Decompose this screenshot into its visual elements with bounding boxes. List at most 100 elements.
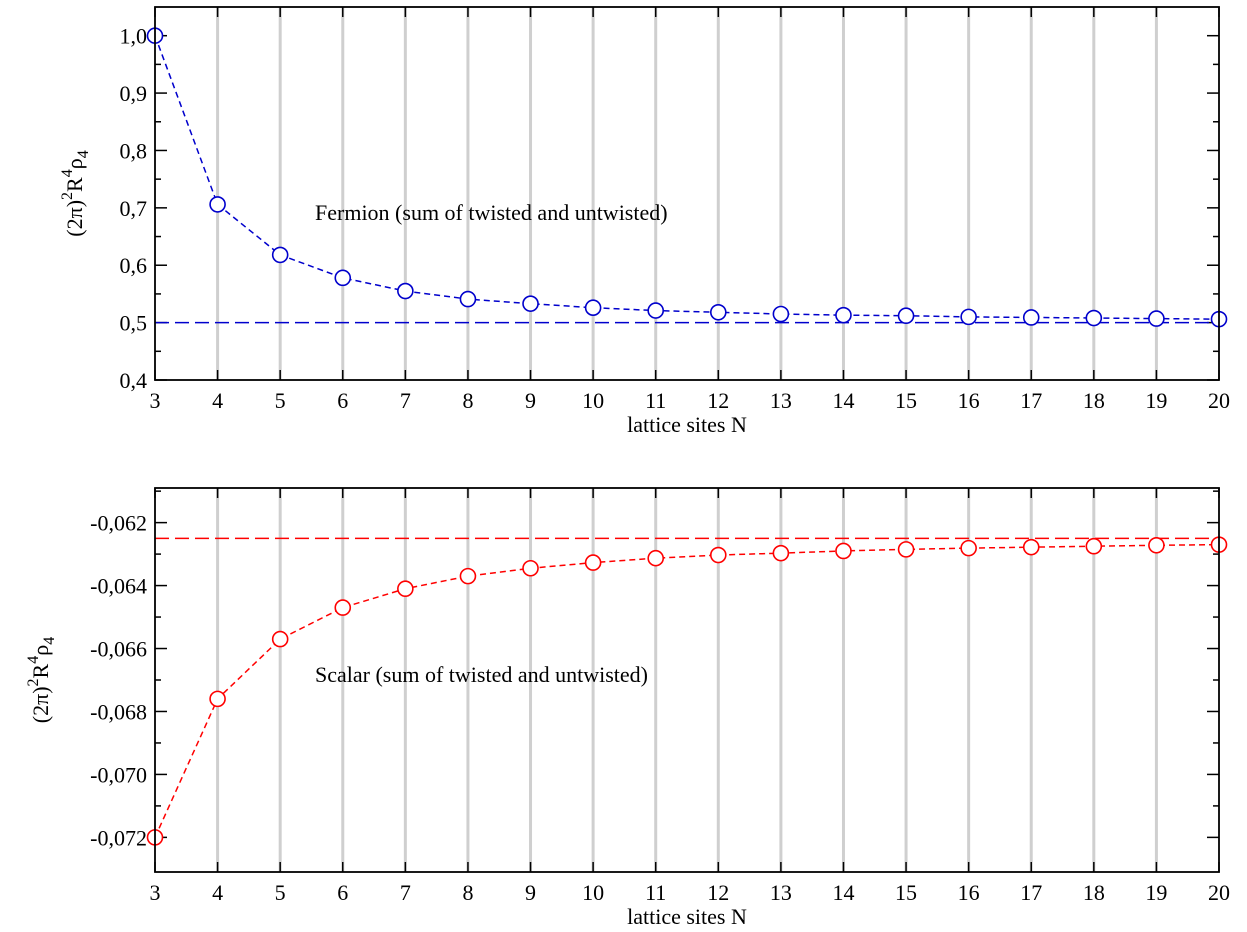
y-label-sup2: 4 [59,169,76,177]
data-point [648,551,663,566]
data-point [711,548,726,563]
series-annotation: Fermion (sum of twisted and untwisted) [315,200,668,225]
y-tick-label: -0,062 [90,511,147,536]
data-point [836,308,851,323]
y-label-base: (2π) [62,200,87,237]
x-tick-label: 5 [275,388,286,413]
data-point [1024,310,1039,325]
y-axis-label: (2π)2R4ρ4 [25,637,58,723]
data-point [398,284,413,299]
series-line [155,36,1219,319]
x-tick-label: 15 [895,388,917,413]
data-point [398,581,413,596]
y-label-rho: ρ [28,645,53,656]
data-point [460,569,475,584]
data-point [899,542,914,557]
y-label-base: (2π) [28,686,53,723]
data-point [961,541,976,556]
data-point [273,632,288,647]
y-tick-label: -0,068 [90,699,147,724]
x-tick-label: 19 [1145,880,1167,905]
data-point [773,307,788,322]
x-tick-label: 7 [400,388,411,413]
x-tick-label: 13 [770,880,792,905]
x-tick-label: 4 [212,880,223,905]
x-tick-label: 3 [150,388,161,413]
x-tick-label: 16 [958,388,980,413]
fermion-panel: 3 4 5 6 7 8 9 10 11 12 13 14 15 16 17 18 19 20 0,4 0,5 0,6 0,… [59,7,1230,437]
x-tick-label: 9 [525,880,536,905]
x-tick-label: 14 [832,388,854,413]
data-point [210,691,225,706]
data-point [1086,311,1101,326]
y-tick-label: 0,9 [120,81,148,106]
x-tick-label: 13 [770,388,792,413]
data-point [1024,540,1039,555]
scalar-panel: 3 4 5 6 7 8 9 10 11 12 13 14 15 16 17 18 19 20 -0,072 -0,07… [25,488,1230,929]
x-tick-label: 6 [337,388,348,413]
x-tick-label: 8 [462,388,473,413]
y-tick-label: -0,064 [90,574,147,599]
data-point [836,543,851,558]
x-tick-label: 8 [462,880,473,905]
x-tick-label: 10 [582,388,604,413]
y-tick-label: 0,4 [120,368,148,393]
data-point [1149,538,1164,553]
y-tick-label: -0,066 [90,637,147,662]
x-tick-label: 20 [1208,880,1230,905]
x-axis-label: lattice sites N [627,412,747,437]
x-tick-label: 15 [895,880,917,905]
x-tick-label: 5 [275,880,286,905]
data-point [523,561,538,576]
x-tick-label: 19 [1145,388,1167,413]
y-tick-label: 1,0 [120,24,148,49]
y-label-sub: 4 [41,637,58,645]
y-tick-label: 0,5 [120,311,148,336]
y-axis-label: (2π)2R4ρ4 [59,150,92,236]
data-point [210,197,225,212]
y-label-rho: ρ [62,158,87,169]
y-label-sup1: 2 [25,678,42,686]
x-tick-label: 16 [958,880,980,905]
x-tick-label: 6 [337,880,348,905]
x-tick-label: 12 [707,880,729,905]
y-tick-label: -0,070 [90,762,147,787]
y-label-mid: R [28,663,53,678]
data-point [335,270,350,285]
x-tick-label: 14 [832,880,854,905]
y-tick-label: 0,8 [120,138,148,163]
y-label-sup1: 2 [59,192,76,200]
x-tick-label: 10 [582,880,604,905]
data-point [523,296,538,311]
x-tick-label: 4 [212,388,223,413]
data-point [711,305,726,320]
data-point [586,555,601,570]
plot-frame [155,7,1219,380]
y-tick-label: 0,6 [120,253,148,278]
y-label-mid: R [62,177,87,192]
x-tick-label: 17 [1020,880,1042,905]
series-line [155,545,1219,838]
x-tick-label: 17 [1020,388,1042,413]
y-tick-label: 0,7 [120,196,148,221]
y-label-sub: 4 [75,150,92,158]
data-point [961,309,976,324]
y-tick-label: -0,072 [90,825,147,850]
x-tick-label: 11 [645,880,666,905]
data-point [335,600,350,615]
y-label-sup2: 4 [25,656,42,664]
x-tick-label: 12 [707,388,729,413]
data-point [648,303,663,318]
series-annotation: Scalar (sum of twisted and untwisted) [315,662,648,687]
data-point [1086,539,1101,554]
x-tick-label: 20 [1208,388,1230,413]
x-tick-label: 11 [645,388,666,413]
data-point [899,308,914,323]
x-axis-label: lattice sites N [627,904,747,929]
x-tick-label: 7 [400,880,411,905]
data-point [586,300,601,315]
data-point [1149,311,1164,326]
x-tick-label: 18 [1083,388,1105,413]
x-tick-label: 9 [525,388,536,413]
